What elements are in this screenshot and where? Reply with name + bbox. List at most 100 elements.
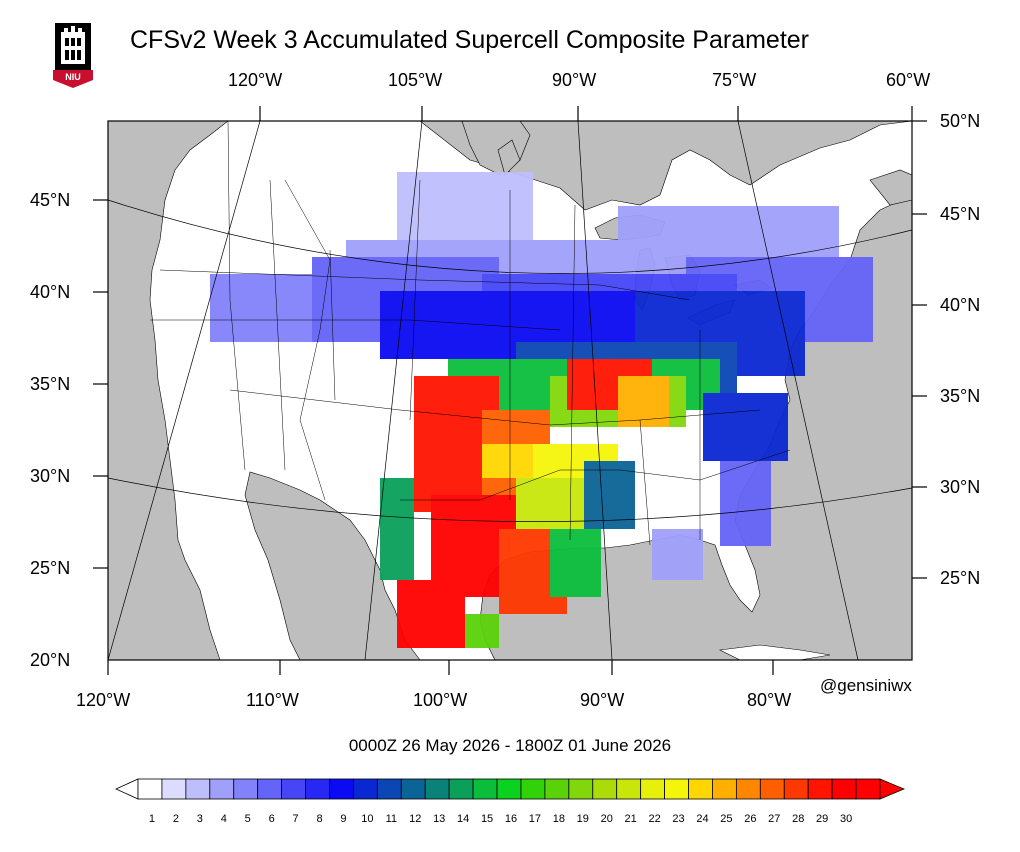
scp-cell — [397, 546, 414, 563]
scp-cell — [499, 189, 516, 206]
scp-cell — [516, 427, 533, 444]
colorbar-cell — [759, 778, 785, 800]
scp-cell — [771, 257, 788, 274]
scp-cell — [482, 478, 499, 495]
scp-cell — [397, 529, 414, 546]
scp-cell — [516, 325, 533, 342]
left-lat-label: 25°N — [30, 558, 71, 578]
scp-cell — [720, 308, 737, 325]
scp-cell — [771, 206, 788, 223]
scp-cell — [533, 359, 550, 376]
scp-cell — [584, 512, 601, 529]
scp-cell — [431, 257, 448, 274]
scp-cell — [448, 631, 465, 648]
scp-cell — [533, 427, 550, 444]
scp-cell — [720, 206, 737, 223]
scp-cell — [414, 274, 431, 291]
left-lat-label: 40°N — [30, 282, 71, 302]
scp-cell — [720, 410, 737, 427]
scp-cell — [431, 189, 448, 206]
scp-cell — [601, 291, 618, 308]
scp-cell — [482, 580, 499, 597]
scp-cell — [584, 359, 601, 376]
scp-cell — [431, 172, 448, 189]
scp-cell — [737, 410, 754, 427]
scp-cell — [533, 478, 550, 495]
scp-cell — [822, 240, 839, 257]
scp-cell — [669, 206, 686, 223]
colorbar-label: 13 — [433, 813, 445, 825]
scp-cell — [618, 223, 635, 240]
scp-cell — [754, 410, 771, 427]
scp-cell — [465, 444, 482, 461]
scp-cell — [720, 478, 737, 495]
scp-cell — [550, 563, 567, 580]
scp-cell — [737, 342, 754, 359]
scp-cell — [414, 172, 431, 189]
scp-cell — [754, 495, 771, 512]
scp-cell — [448, 478, 465, 495]
scp-cell — [448, 189, 465, 206]
scp-cell — [380, 325, 397, 342]
scp-cell — [499, 325, 516, 342]
scp-cell — [465, 189, 482, 206]
scp-cell — [414, 189, 431, 206]
scp-cell — [499, 478, 516, 495]
colorbar-cell — [353, 778, 378, 800]
scp-cell — [635, 393, 652, 410]
scp-cell — [261, 291, 278, 308]
scp-cell — [788, 274, 805, 291]
scp-cell — [312, 325, 329, 342]
scp-cell — [686, 223, 703, 240]
scp-cell — [414, 240, 431, 257]
scp-cell — [397, 308, 414, 325]
colorbar-cell — [544, 778, 570, 800]
scp-cell — [567, 359, 584, 376]
scp-cell — [278, 308, 295, 325]
scp-cell — [244, 325, 261, 342]
scp-cell — [788, 325, 805, 342]
scp-cell — [652, 546, 669, 563]
scp-cell — [550, 308, 567, 325]
scp-cell — [669, 546, 686, 563]
scp-cell — [788, 240, 805, 257]
scp-cell — [754, 206, 771, 223]
scp-cell — [312, 274, 329, 291]
scp-cell — [754, 478, 771, 495]
scp-cell — [533, 240, 550, 257]
scp-cell — [414, 342, 431, 359]
colorbar-label: 7 — [293, 813, 299, 825]
scp-cell — [601, 325, 618, 342]
scp-cell — [822, 206, 839, 223]
right-lat-label: 45°N — [940, 204, 981, 224]
colorbar-cell — [257, 778, 283, 800]
scp-cell — [533, 546, 550, 563]
scp-cell — [635, 325, 652, 342]
scp-cell — [346, 257, 363, 274]
scp-cell — [465, 410, 482, 427]
scp-cell — [363, 308, 380, 325]
scp-cell — [550, 291, 567, 308]
scp-cell — [516, 580, 533, 597]
scp-cell — [431, 444, 448, 461]
scp-cell — [584, 291, 601, 308]
scp-cell — [550, 342, 567, 359]
scp-cell — [567, 529, 584, 546]
scp-cell — [703, 444, 720, 461]
scp-cell — [431, 546, 448, 563]
scp-cell — [363, 240, 380, 257]
scp-cell — [414, 393, 431, 410]
colorbar-cell — [472, 778, 498, 800]
scp-cell — [397, 274, 414, 291]
scp-cell — [482, 342, 499, 359]
scp-cell — [635, 308, 652, 325]
colorbar-cell — [496, 778, 522, 800]
scp-cell — [482, 274, 499, 291]
scp-cell — [669, 563, 686, 580]
scp-cell — [720, 444, 737, 461]
scp-cell — [397, 325, 414, 342]
scp-cell — [686, 529, 703, 546]
scp-cell — [312, 257, 329, 274]
scp-cell — [686, 376, 703, 393]
scp-cell — [210, 325, 227, 342]
